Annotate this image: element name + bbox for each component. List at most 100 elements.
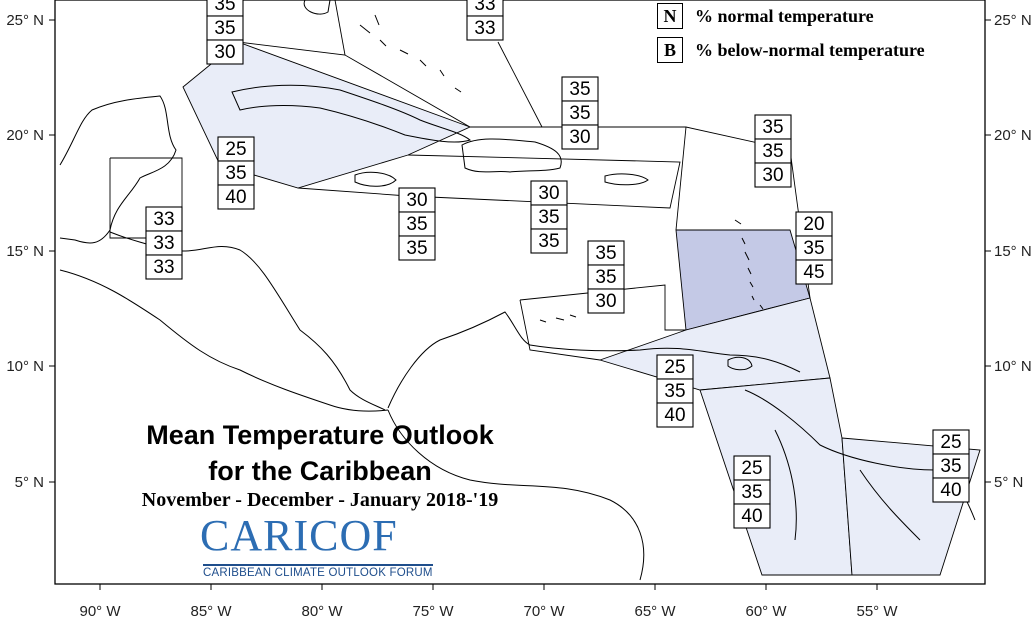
probability-cell — [398, 235, 436, 261]
probability-cell — [217, 184, 255, 210]
probability-cell — [932, 429, 970, 455]
probability-value: 45 — [803, 262, 824, 283]
probability-value: 35 — [940, 456, 961, 477]
lon-label: 60° W — [745, 603, 787, 620]
trinidad-outline — [727, 356, 753, 371]
probability-value: 30 — [406, 190, 427, 211]
interior-features — [774, 429, 921, 541]
probability-cell — [795, 211, 833, 237]
probability-value: 35 — [406, 238, 427, 259]
probability-cell — [398, 187, 436, 213]
probability-cell — [656, 402, 694, 428]
probability-cell — [466, 15, 504, 41]
probability-value: 35 — [595, 243, 616, 264]
lat-label: 15° N — [6, 243, 44, 260]
colombia-pacific-coast — [387, 409, 645, 581]
probability-cell — [145, 254, 183, 280]
probability-value: 35 — [595, 267, 616, 288]
probability-cell — [206, 15, 244, 41]
florida-coast — [303, 0, 331, 15]
puerto-rico-outline — [604, 173, 649, 186]
probability-box-jamaica: 30 35 35 — [398, 187, 436, 261]
probability-cell — [656, 354, 694, 380]
legend-row-normal: N % normal temperature — [657, 3, 874, 29]
lat-label: 5° N — [15, 474, 44, 491]
probability-value: 35 — [664, 381, 685, 402]
probability-value: 33 — [153, 257, 174, 278]
lesser-antilles — [734, 219, 764, 310]
lat-label: 5° N — [994, 474, 1023, 491]
probability-value: 35 — [406, 214, 427, 235]
legend-label-below: % below-normal temperature — [695, 39, 925, 60]
probability-value: 30 — [762, 165, 783, 186]
caricof-logo: CARICOF — [200, 511, 398, 560]
pacific-coast — [59, 269, 389, 412]
legend-row-below: B % below-normal temperature — [657, 37, 925, 63]
legend-label-normal: % normal temperature — [695, 5, 874, 26]
probability-value: 35 — [569, 103, 590, 124]
probability-value: 35 — [569, 79, 590, 100]
probability-value: 25 — [940, 432, 961, 453]
probability-value: 30 — [569, 127, 590, 148]
probability-value: 35 — [214, 18, 235, 39]
legend-key-normal: N — [657, 3, 683, 29]
probability-box-trinidad: 25 35 40 — [656, 354, 694, 428]
probability-cell — [206, 39, 244, 65]
abc-islands-outline — [539, 314, 577, 323]
probability-value: 40 — [225, 187, 246, 208]
lon-label: 80° W — [301, 603, 343, 620]
probability-value: 25 — [741, 458, 762, 479]
probability-box-leeward-islands: 35 35 30 — [754, 114, 792, 188]
cuba-outline — [231, 84, 472, 143]
lon-label: 75° W — [412, 603, 454, 620]
lat-label: 20° N — [994, 127, 1032, 144]
probability-cell — [530, 204, 568, 230]
lon-ticks — [99, 584, 878, 590]
lon-label: 90° W — [79, 603, 121, 620]
lat-label: 10° N — [994, 358, 1032, 375]
probability-boxes: 3535303333253540333333303535303535353530… — [145, 0, 970, 529]
probability-cell — [561, 124, 599, 150]
map-frame — [54, 0, 986, 585]
probability-box-windward-islands: 20 35 45 — [795, 211, 833, 285]
probability-value: 35 — [803, 238, 824, 259]
probability-box-belize: 33 33 33 — [145, 206, 183, 280]
probability-cell — [561, 76, 599, 102]
map-title-line2: for the Caribbean — [208, 456, 432, 486]
probability-value: 40 — [940, 480, 961, 501]
probability-value: 20 — [803, 214, 824, 235]
probability-cell — [754, 162, 792, 188]
probability-value: 25 — [664, 357, 685, 378]
probability-value: 30 — [538, 183, 559, 204]
lon-labels: 90° W 85° W 80° W 75° W 70° W 65° W 60° … — [79, 603, 898, 620]
probability-cell — [145, 230, 183, 256]
probability-box-abc-islands: 35 35 30 — [587, 240, 625, 314]
lon-label: 85° W — [190, 603, 232, 620]
south-america-north-coast — [387, 311, 801, 409]
coastlines — [59, 0, 976, 581]
lat-label: 15° N — [994, 243, 1032, 260]
probability-value: 30 — [595, 291, 616, 312]
lat-label: 25° N — [994, 12, 1032, 29]
legend-key-below: B — [657, 37, 683, 63]
probability-box-french-guiana: 25 35 40 — [932, 429, 970, 503]
probability-value: 33 — [474, 18, 495, 39]
lon-label: 70° W — [523, 603, 565, 620]
probability-cell — [932, 477, 970, 503]
probability-box-guyana: 25 35 40 — [733, 455, 771, 529]
lat-label: 25° N — [6, 12, 44, 29]
probability-value: 33 — [153, 209, 174, 230]
lat-labels-left: 25° N 20° N 15° N 10° N 5° N — [6, 12, 44, 491]
probability-value: 35 — [538, 207, 559, 228]
map-subtitle: November - December - January 2018-'19 — [141, 489, 499, 511]
probability-cell — [587, 288, 625, 314]
probability-cell — [795, 235, 833, 261]
probability-value: 30 — [214, 42, 235, 63]
probability-value: 35 — [538, 231, 559, 252]
lat-label: 10° N — [6, 358, 44, 375]
probability-value: 25 — [225, 139, 246, 160]
probability-value: 33 — [474, 0, 495, 15]
